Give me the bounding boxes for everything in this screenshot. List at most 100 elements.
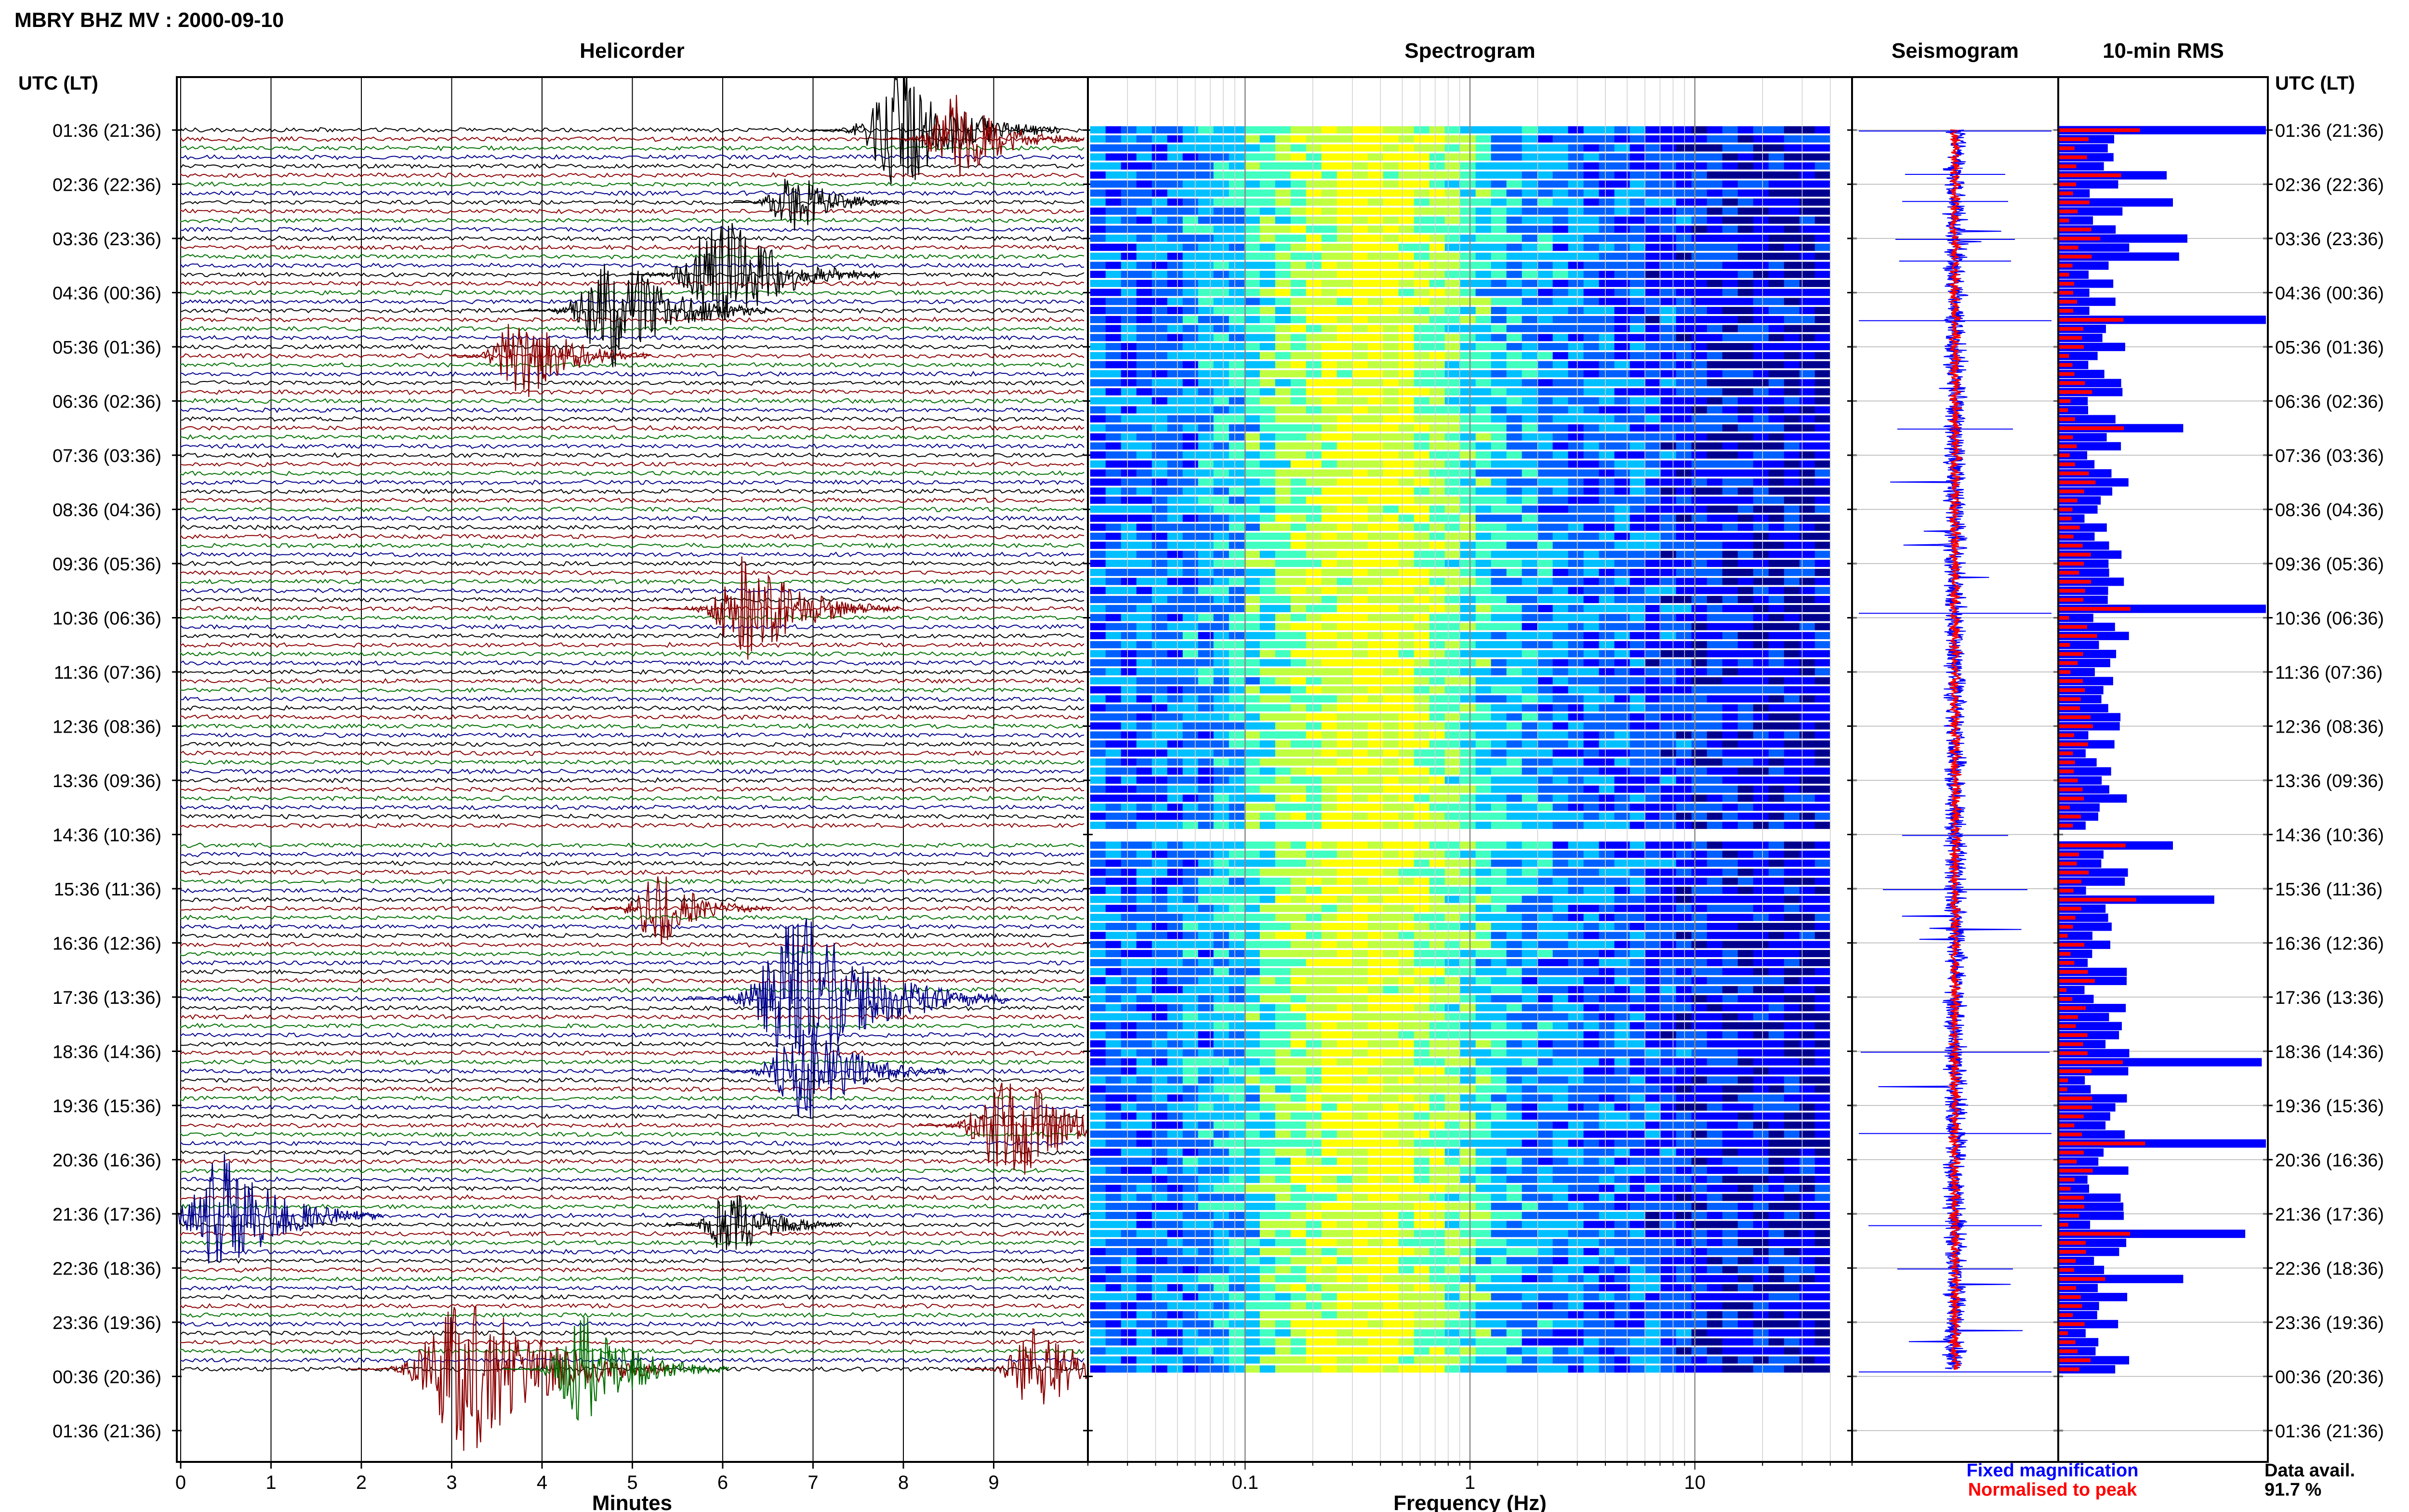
spectrogram-cell — [1398, 785, 1415, 793]
spectrogram-cell — [1814, 235, 1831, 242]
spectrogram-cell — [1768, 207, 1785, 215]
spectrogram-cell — [1583, 977, 1600, 985]
spectrogram-cell — [1707, 153, 1723, 161]
spectrogram-cell — [1768, 289, 1785, 296]
spectrogram-cell — [1275, 668, 1291, 676]
spectrogram-cell — [1552, 560, 1569, 567]
spectrogram-cell — [1537, 905, 1553, 912]
spectrogram-cell — [1321, 551, 1337, 558]
time-label-right-4: 05:36 (01:36) — [2275, 338, 2384, 358]
spectrogram-cell — [1660, 785, 1677, 793]
spectrogram-cell — [1583, 878, 1600, 885]
spectrogram-cell — [1645, 560, 1661, 567]
spectrogram-cell — [1352, 623, 1368, 631]
spectrogram-cell — [1398, 650, 1415, 657]
spectrogram-cell — [1491, 803, 1507, 811]
time-label-right-10: 11:36 (07:36) — [2275, 663, 2383, 683]
spectrogram-cell — [1321, 731, 1337, 739]
spectrogram-cell — [1105, 941, 1122, 948]
spectrogram-cell — [1136, 767, 1152, 775]
spectrogram-cell — [1753, 460, 1769, 468]
spectrogram-cell — [1537, 740, 1553, 748]
spectrogram-cell — [1768, 740, 1785, 748]
spectrogram-cell — [1306, 352, 1322, 359]
spectrogram-cell — [1599, 289, 1615, 296]
spectrogram-cell — [1460, 388, 1476, 395]
spectrogram-cell — [1306, 126, 1322, 134]
spectrogram-cell — [1152, 144, 1168, 152]
spectrogram-cell — [1398, 198, 1415, 206]
spectrogram-cell — [1552, 859, 1569, 867]
spectrogram-cell — [1229, 758, 1245, 766]
spectrogram-cell — [1737, 180, 1754, 188]
spectrogram-cell — [1537, 803, 1553, 811]
spectrogram-cell — [1198, 878, 1214, 885]
spectrogram-cell — [1352, 415, 1368, 423]
spectrogram-cell — [1414, 740, 1430, 748]
spectrogram-cell — [1691, 776, 1707, 784]
spectrogram-cell — [1475, 551, 1492, 558]
spectrogram-cell — [1753, 144, 1769, 152]
spectrogram-cell — [1614, 252, 1630, 260]
spectrogram-cell — [1691, 262, 1707, 269]
spectrogram-cell — [1306, 578, 1322, 585]
spectrogram-cell — [1784, 749, 1800, 757]
spectrogram-cell — [1768, 895, 1785, 903]
spectrogram-cell — [1660, 587, 1677, 594]
spectrogram-cell — [1444, 289, 1461, 296]
spectrogram-cell — [1707, 560, 1723, 567]
spectrogram-cell — [1259, 922, 1276, 930]
spectrogram-cell — [1167, 686, 1183, 694]
spectrogram-cell — [1167, 650, 1183, 657]
spectrogram-cell — [1337, 541, 1353, 549]
spectrogram-cell — [1213, 262, 1230, 269]
spectrogram-cell — [1691, 279, 1707, 287]
spectrogram-cell — [1275, 977, 1291, 985]
spectrogram-cell — [1352, 977, 1368, 985]
spectrogram-cell — [1290, 171, 1307, 179]
spectrogram-cell — [1398, 478, 1415, 486]
spectrogram-cell — [1753, 541, 1769, 549]
spectrogram-cell — [1244, 578, 1260, 585]
spectrogram-cell — [1737, 794, 1754, 802]
helicorder-trace-row — [180, 1167, 1085, 1174]
spectrogram-cell — [1506, 370, 1522, 378]
spectrogram-cell — [1429, 216, 1445, 224]
spectrogram-cell — [1691, 388, 1707, 395]
spectrogram-cell — [1429, 731, 1445, 739]
spectrogram-cell — [1799, 469, 1815, 477]
helicorder-trace-row — [180, 263, 1085, 268]
spectrogram-cell — [1568, 352, 1584, 359]
spectrogram-cell — [1491, 469, 1507, 477]
spectrogram-cell — [1722, 243, 1738, 251]
spectrogram-cell — [1198, 785, 1214, 793]
spectrogram-cell — [1552, 767, 1569, 775]
spectrogram-cell — [1105, 524, 1122, 531]
spectrogram-cell — [1799, 307, 1815, 315]
spectrogram-cell — [1290, 442, 1307, 450]
spectrogram-cell — [1691, 541, 1707, 549]
spectrogram-cell — [1491, 623, 1507, 631]
spectrogram-cell — [1090, 878, 1106, 885]
spectrogram-cell — [1707, 343, 1723, 351]
spectrogram-cell — [1383, 406, 1399, 414]
spectrogram-cell — [1691, 153, 1707, 161]
spectrogram-cell — [1229, 262, 1245, 269]
spectrogram-cell — [1568, 370, 1584, 378]
spectrogram-cell — [1367, 686, 1384, 694]
spectrogram-cell — [1352, 171, 1368, 179]
spectrogram-cell — [1229, 740, 1245, 748]
spectrogram-cell — [1105, 460, 1122, 468]
spectrogram-cell — [1552, 650, 1569, 657]
spectrogram-cell — [1737, 959, 1754, 966]
spectrogram-cell — [1429, 189, 1445, 197]
spectrogram-cell — [1475, 198, 1492, 206]
spectrogram-cell — [1414, 442, 1430, 450]
spectrogram-cell — [1784, 307, 1800, 315]
spectrogram-cell — [1737, 424, 1754, 432]
spectrogram-cell — [1737, 216, 1754, 224]
spectrogram-cell — [1537, 578, 1553, 585]
spectrogram-cell — [1629, 941, 1646, 948]
spectrogram-cell — [1676, 505, 1692, 513]
spectrogram-cell — [1444, 397, 1461, 405]
